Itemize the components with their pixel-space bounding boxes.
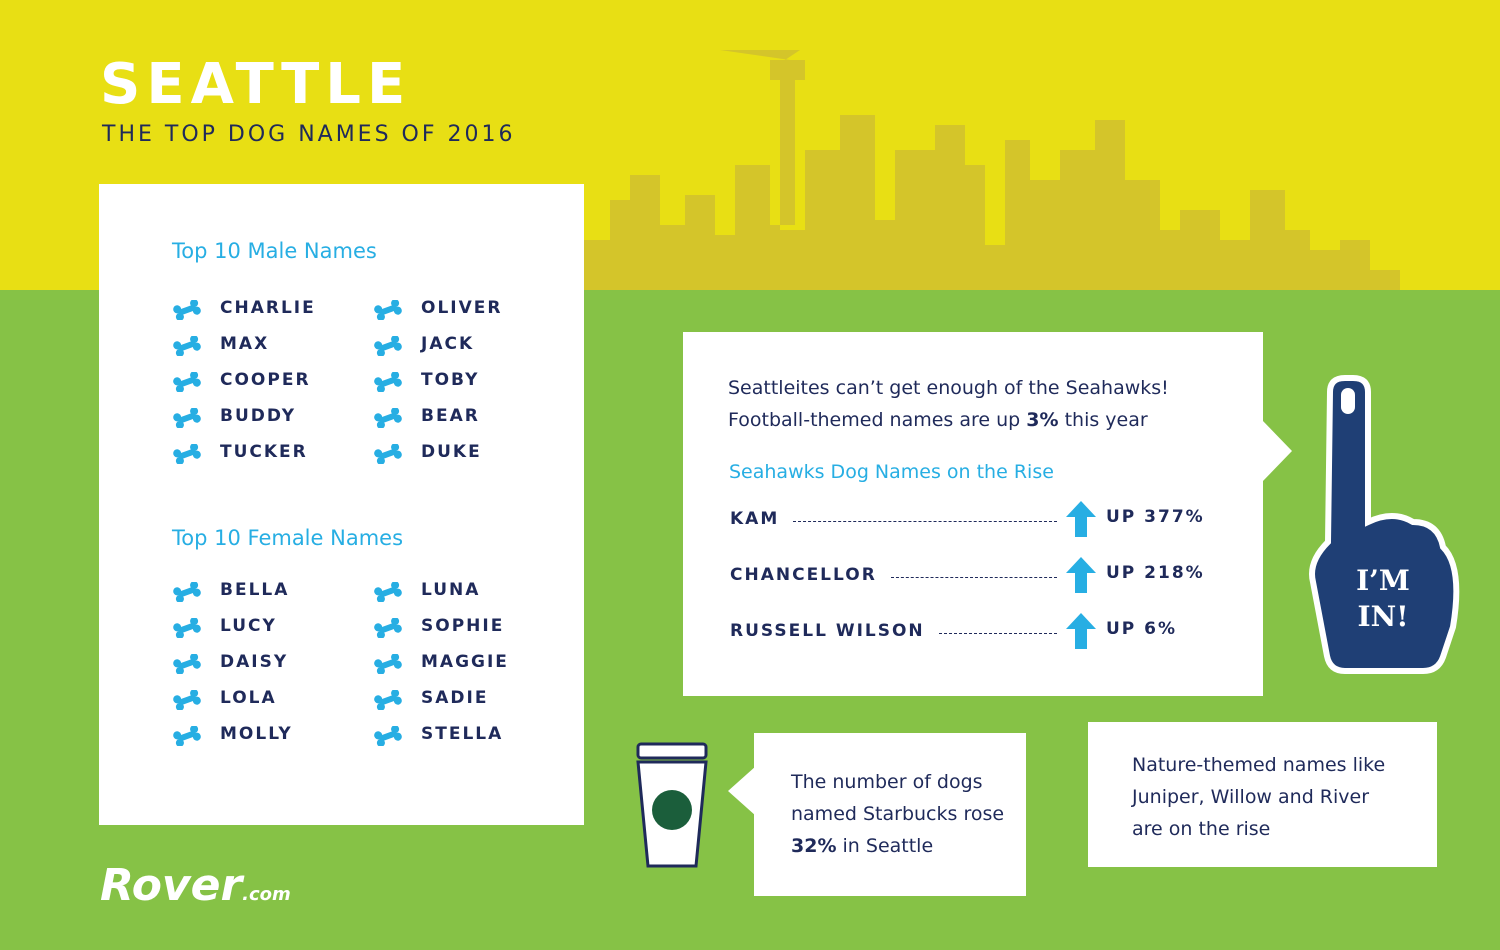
dog-name: CHARLIE — [220, 298, 316, 318]
rising-name: RUSSELL WILSON — [730, 621, 925, 641]
bone-icon — [373, 443, 403, 465]
dog-name: LOLA — [220, 688, 277, 708]
logo: Rover.com — [100, 860, 291, 911]
bone-icon — [373, 407, 403, 429]
bone-icon — [172, 335, 202, 357]
bone-icon — [373, 335, 403, 357]
dotted-line — [793, 521, 1057, 522]
bone-icon — [172, 653, 202, 675]
male-heading: Top 10 Male Names — [172, 239, 377, 263]
dog-name: LUNA — [421, 580, 481, 600]
text: in Seattle — [836, 835, 934, 857]
starbucks-text: The number of dogs named Starbucks rose … — [791, 766, 1006, 862]
nature-text: Nature-themed names like Juniper, Willow… — [1132, 754, 1386, 840]
names-card — [99, 184, 584, 825]
bone-icon — [373, 299, 403, 321]
dog-name: MAGGIE — [421, 652, 509, 672]
bone-icon — [373, 653, 403, 675]
dog-name: COOPER — [220, 370, 311, 390]
dog-name: BELLA — [220, 580, 290, 600]
pointer — [728, 766, 756, 816]
text-line: Seattleites can’t get enough of the Seah… — [728, 377, 1169, 399]
finger-text: IN! — [1358, 600, 1409, 633]
seahawks-text: Seattleites can’t get enough of the Seah… — [728, 372, 1169, 436]
up-arrow — [1066, 557, 1096, 597]
female-heading: Top 10 Female Names — [172, 526, 404, 550]
title: SEATTLE — [100, 52, 412, 117]
dog-name: BUDDY — [220, 406, 297, 426]
dog-name: TOBY — [421, 370, 480, 390]
coffee-cup — [636, 742, 708, 868]
dog-name: STELLA — [421, 724, 504, 744]
dog-name: TUCKER — [220, 442, 308, 462]
bone-icon — [172, 617, 202, 639]
rising-name: KAM — [730, 509, 780, 529]
bone-icon — [373, 581, 403, 603]
highlight: 3% — [1026, 409, 1059, 431]
bone-icon — [172, 299, 202, 321]
dog-name: SADIE — [421, 688, 489, 708]
subtitle: THE TOP DOG NAMES OF 2016 — [102, 122, 516, 147]
rising-change: UP 218% — [1106, 563, 1205, 583]
text-line: Football-themed names are up 3% this yea… — [728, 404, 1169, 436]
bone-icon — [373, 689, 403, 711]
pointer — [1262, 420, 1292, 482]
seahawks-card — [683, 332, 1263, 696]
text: this year — [1058, 409, 1148, 431]
dotted-line — [939, 633, 1057, 634]
bone-icon — [373, 371, 403, 393]
rising-name: CHANCELLOR — [730, 565, 877, 585]
rising-heading: Seahawks Dog Names on the Rise — [729, 461, 1054, 483]
logo-suffix: .com — [242, 884, 291, 905]
highlight: 32% — [791, 835, 837, 857]
dog-name: SOPHIE — [421, 616, 505, 636]
dog-name: DUKE — [421, 442, 482, 462]
bone-icon — [172, 581, 202, 603]
dog-name: DAISY — [220, 652, 289, 672]
nature-card — [1088, 722, 1437, 867]
rising-change: UP 6% — [1106, 619, 1178, 639]
text: The number of dogs named Starbucks rose — [791, 771, 1005, 825]
dog-name: BEAR — [421, 406, 480, 426]
foam-finger: I’M IN! — [1309, 375, 1460, 674]
bone-icon — [373, 617, 403, 639]
text: Football-themed names are up — [728, 409, 1027, 431]
bone-icon — [172, 407, 202, 429]
dog-name: MAX — [220, 334, 270, 354]
bone-icon — [172, 371, 202, 393]
dog-name: JACK — [421, 334, 475, 354]
bone-icon — [373, 725, 403, 747]
bone-icon — [172, 689, 202, 711]
finger-text: I’M — [1356, 564, 1410, 597]
up-arrow — [1066, 501, 1096, 541]
bone-icon — [172, 725, 202, 747]
dotted-line — [891, 577, 1057, 578]
rising-change: UP 377% — [1106, 507, 1205, 527]
logo-name: Rover — [100, 860, 243, 911]
starbucks-card — [754, 733, 1026, 896]
up-arrow — [1066, 613, 1096, 653]
dog-name: OLIVER — [421, 298, 503, 318]
dog-name: MOLLY — [220, 724, 293, 744]
skyline — [580, 50, 1400, 290]
dog-name: LUCY — [220, 616, 277, 636]
bone-icon — [172, 443, 202, 465]
